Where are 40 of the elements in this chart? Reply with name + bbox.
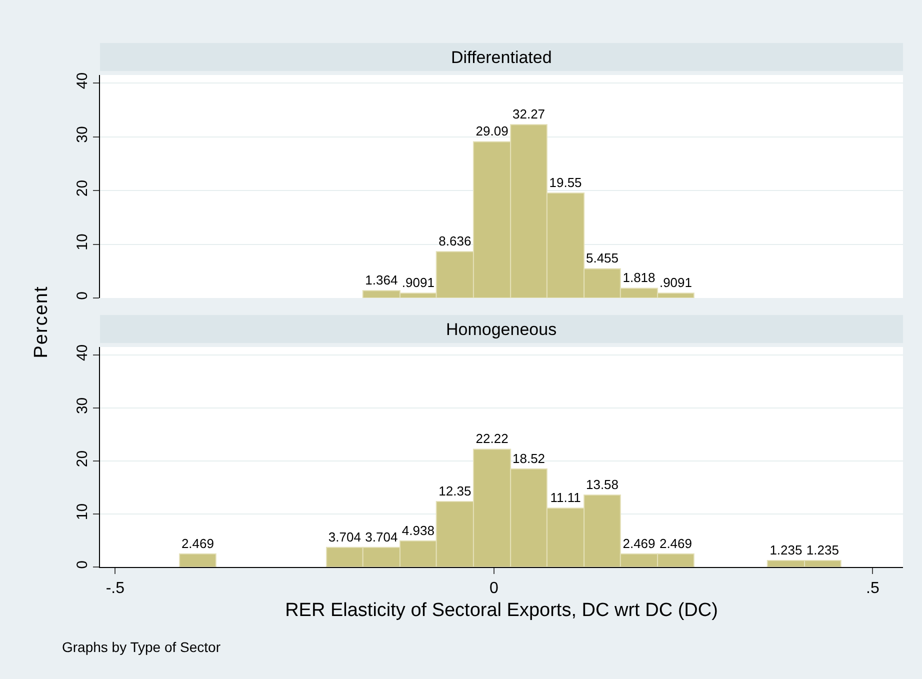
y-tick-label: 30 <box>74 397 91 414</box>
y-tick-label: 10 <box>74 234 91 250</box>
data-label: 4.938 <box>402 522 434 538</box>
x-axis-title: RER Elasticity of Sectoral Exports, DC wrt DC (DC) <box>285 600 718 621</box>
x-tick-label: .5 <box>866 580 880 598</box>
data-label: 3.704 <box>365 529 398 544</box>
data-label: 2.469 <box>181 536 214 551</box>
y-tick-label: 0 <box>74 560 91 569</box>
x-tick-label: 0 <box>489 580 498 598</box>
y-tick-label: 10 <box>74 503 91 520</box>
y-tick-label: 40 <box>74 72 91 90</box>
data-label: 32.27 <box>512 106 546 122</box>
data-label: 2.469 <box>622 536 656 551</box>
data-label: 29.09 <box>476 124 508 139</box>
data-label: .9091 <box>402 275 434 290</box>
chart-title: Differentiated <box>451 48 552 67</box>
data-label: 11.11 <box>550 490 581 506</box>
data-label: 1.364 <box>365 272 398 288</box>
y-tick-label: 0 <box>74 292 91 300</box>
y-tick-label: 20 <box>74 450 91 468</box>
y-tick-label: 20 <box>74 180 91 197</box>
data-label: 13.58 <box>586 477 619 492</box>
x-tick-label: -.5 <box>106 580 125 598</box>
data-label: 2.469 <box>659 536 692 551</box>
data-label: 12.35 <box>438 484 472 499</box>
y-tick-label: 40 <box>74 344 91 362</box>
data-label: 18.52 <box>512 450 546 466</box>
data-label: 1.818 <box>622 270 656 286</box>
data-label: 3.704 <box>328 529 361 544</box>
data-label: 1.235 <box>806 542 839 558</box>
data-label: 5.455 <box>586 250 619 266</box>
y-tick-label: 30 <box>74 126 91 143</box>
data-label: 1.235 <box>770 542 802 558</box>
data-label: 22.22 <box>476 431 508 446</box>
text: Graphs by Type of Sector <box>62 639 221 655</box>
data-label: 19.55 <box>549 174 582 190</box>
data-label: 8.636 <box>438 234 472 249</box>
data-label: .9091 <box>659 275 692 290</box>
y-axis-title: Percent <box>31 286 53 358</box>
chart-title: Homogeneous <box>446 320 557 339</box>
